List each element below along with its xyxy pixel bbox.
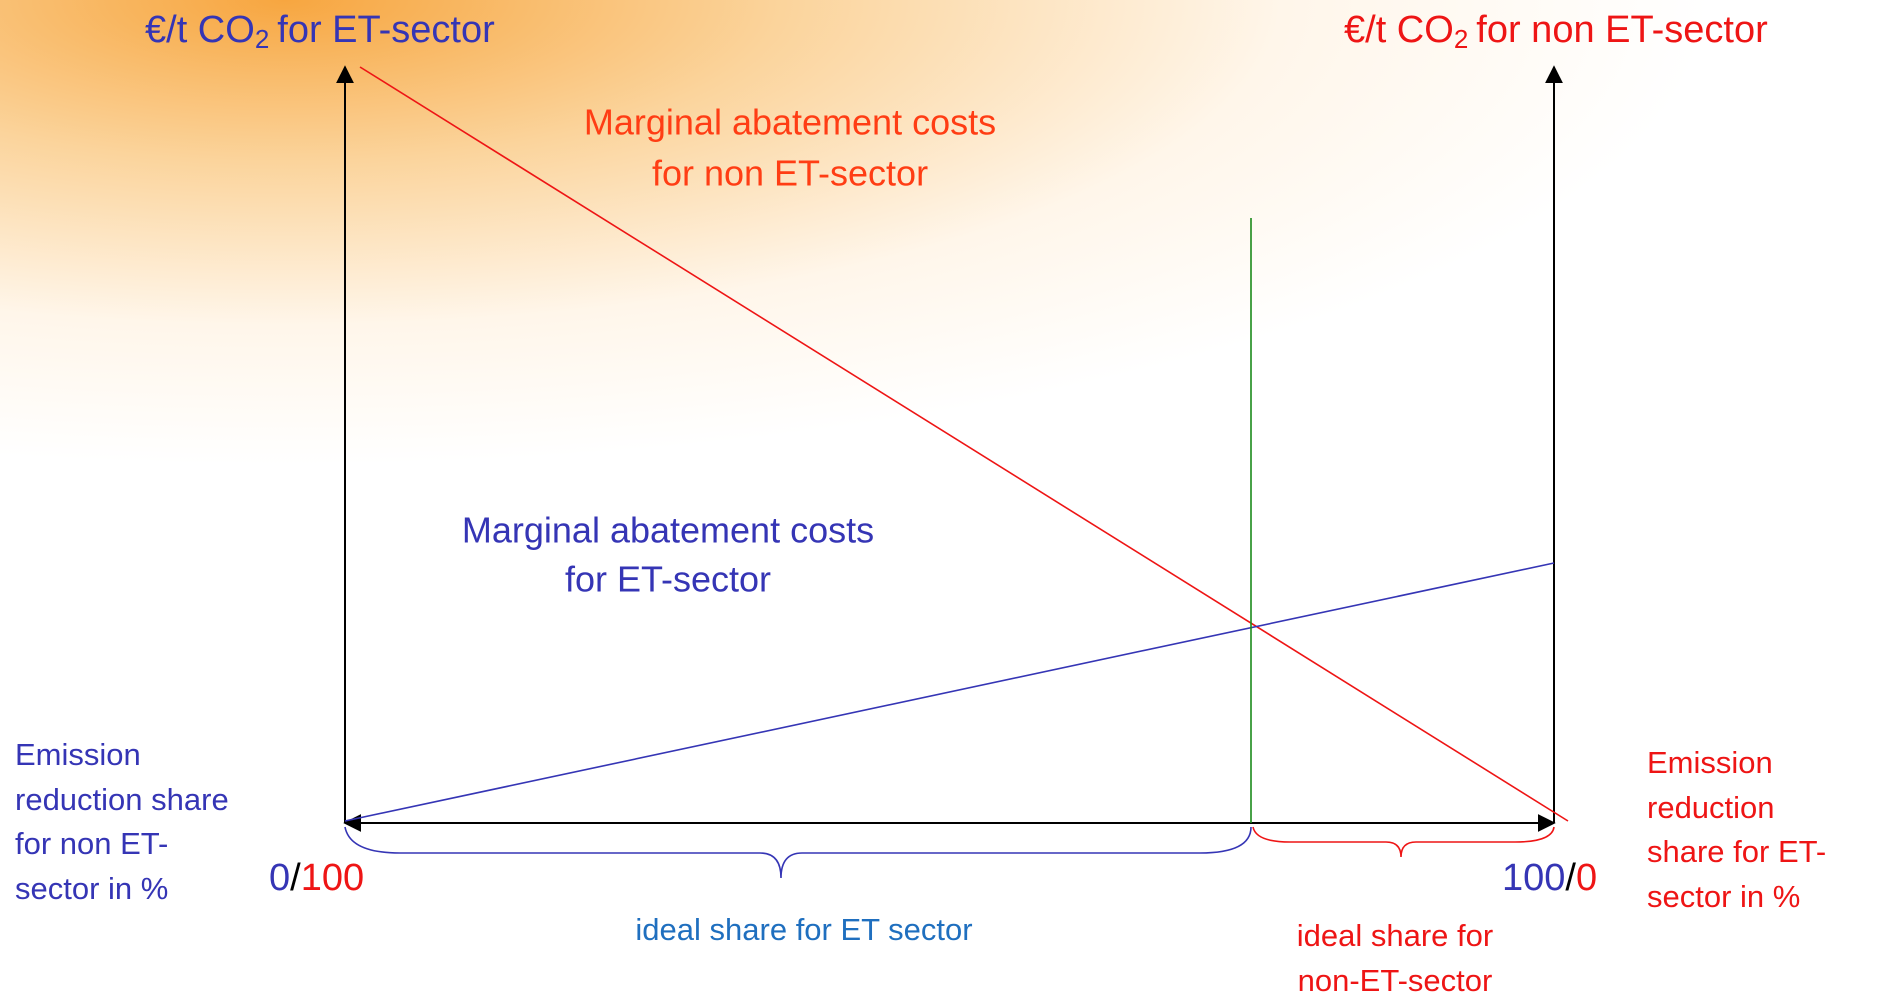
left-end-label: 0/100	[269, 857, 364, 899]
non-et-brace-label: non-ET-sector	[1298, 963, 1493, 998]
right-note: Emission	[1647, 745, 1773, 780]
end-part: 0	[269, 857, 290, 899]
left-note: reduction share	[15, 782, 229, 817]
title-subscript: 2	[255, 24, 269, 54]
title-part: for ET-sector	[277, 9, 495, 51]
right-note: share for ET-	[1647, 834, 1826, 869]
et-curve-label: for ET-sector	[565, 559, 771, 600]
title-part: for non ET-sector	[1476, 9, 1768, 51]
et-curve-label: Marginal abatement costs	[462, 510, 874, 551]
non-et-curve-label: for non ET-sector	[652, 153, 928, 194]
title-part: €/t CO	[145, 9, 255, 51]
left-note: for non ET-	[15, 826, 168, 861]
right-end-label: 100/0	[1502, 857, 1597, 899]
et-cost-line	[344, 562, 1555, 822]
end-part: 100	[301, 857, 364, 899]
non-et-brace	[1252, 826, 1555, 858]
et-brace-label: ideal share for ET sector	[635, 912, 972, 947]
right-note: reduction	[1647, 790, 1775, 825]
left-note: sector in %	[15, 871, 168, 906]
right-note: sector in %	[1647, 879, 1800, 914]
right-axis-title: €/t CO2 for non ET-sector	[1344, 9, 1768, 54]
end-part: /	[290, 857, 301, 899]
end-part: /	[1565, 857, 1576, 899]
background-glow	[0, 0, 1899, 620]
left-axis-title: €/t CO2 for ET-sector	[145, 9, 495, 54]
title-subscript: 2	[1454, 24, 1468, 54]
end-part: 100	[1502, 857, 1565, 899]
title-part: €/t CO	[1344, 9, 1454, 51]
non-et-brace-label: ideal share for	[1297, 918, 1493, 953]
end-part: 0	[1576, 857, 1597, 899]
left-note: Emission	[15, 737, 141, 772]
non-et-cost-line	[359, 66, 1569, 822]
et-brace	[344, 826, 1252, 879]
non-et-curve-label: Marginal abatement costs	[584, 102, 996, 143]
